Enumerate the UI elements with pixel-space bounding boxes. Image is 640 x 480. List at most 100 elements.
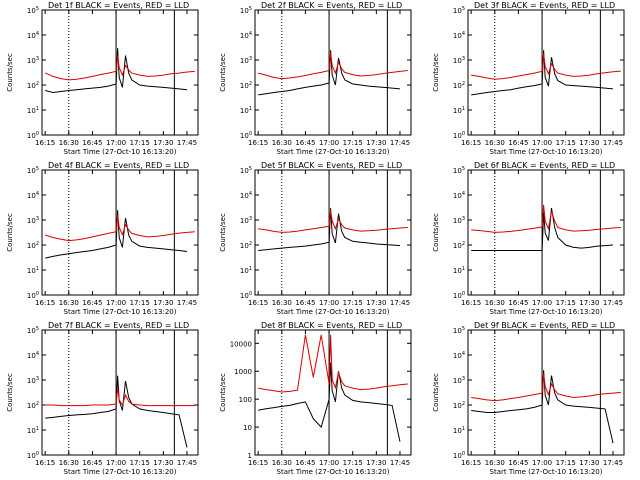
y-axis-label: Counts/sec	[219, 213, 227, 252]
y-tick-exponent: 2	[36, 401, 39, 407]
series-events-line	[45, 48, 188, 94]
y-tick-exponent: 4	[462, 351, 465, 357]
y-tick-exponent: 3	[249, 216, 252, 222]
x-tick-label: 17:00	[106, 139, 126, 147]
x-tick-label: 17:45	[177, 299, 197, 307]
y-tick-label: 100	[240, 131, 252, 140]
y-tick-exponent: 5	[462, 6, 465, 12]
y-tick-label: 103	[453, 216, 465, 225]
panel-title: Det 5f BLACK = Events, RED = LLD	[261, 161, 402, 170]
y-tick-label: 102	[27, 401, 39, 410]
x-tick-label: 16:30	[59, 459, 79, 467]
panel-2: Det 2f BLACK = Events, RED = LLD10010110…	[219, 1, 412, 156]
y-tick-exponent: 5	[36, 6, 39, 12]
y-tick-exponent: 3	[462, 56, 465, 62]
x-tick-label: 17:30	[153, 139, 173, 147]
panel-9: Det 9f BLACK = Events, RED = LLD10010110…	[432, 321, 625, 476]
y-tick-label: 105	[240, 6, 252, 15]
x-tick-label: 17:15	[130, 299, 150, 307]
x-tick-label: 17:30	[366, 139, 386, 147]
panel-title: Det 7f BLACK = Events, RED = LLD	[48, 321, 189, 330]
y-tick-label: 101	[240, 106, 252, 115]
panel-7: Det 7f BLACK = Events, RED = LLD10010110…	[6, 321, 199, 476]
y-tick-label: 101	[453, 426, 465, 435]
series-lld-line	[258, 52, 408, 80]
y-tick-label: 103	[27, 56, 39, 65]
y-tick-label: 10	[243, 424, 252, 432]
plot-frame	[41, 9, 199, 136]
x-axis-label: Start Time (27-Oct-10 16:13:20)	[64, 308, 177, 316]
panel-6: Det 6f BLACK = Events, RED = LLD10010110…	[432, 161, 625, 316]
x-tick-label: 17:00	[532, 139, 552, 147]
x-tick-label: 17:15	[556, 299, 576, 307]
y-tick-label: 104	[27, 31, 39, 40]
y-tick-exponent: 4	[36, 351, 39, 357]
series-lld-line	[45, 55, 195, 81]
y-tick-label: 100	[27, 291, 39, 300]
y-tick-exponent: 3	[36, 216, 39, 222]
y-tick-label: 103	[27, 216, 39, 225]
x-tick-label: 17:45	[390, 299, 410, 307]
x-tick-label: 16:15	[35, 139, 55, 147]
x-tick-label: 17:45	[390, 139, 410, 147]
y-tick-label: 100	[453, 291, 465, 300]
x-tick-label: 17:45	[177, 459, 197, 467]
x-tick-label: 16:30	[485, 139, 505, 147]
y-tick-exponent: 0	[462, 451, 465, 457]
y-tick-label: 105	[453, 166, 465, 175]
series-events-line	[258, 50, 401, 96]
series-events-line	[45, 210, 188, 259]
y-tick-label: 103	[240, 56, 252, 65]
x-tick-label: 16:45	[82, 299, 102, 307]
y-tick-exponent: 1	[249, 106, 252, 112]
y-tick-label: 100	[27, 451, 39, 460]
panel-5: Det 5f BLACK = Events, RED = LLD10010110…	[219, 161, 412, 316]
panel-4: Det 4f BLACK = Events, RED = LLD10010110…	[6, 161, 199, 316]
x-tick-label: 16:15	[461, 139, 481, 147]
x-tick-label: 17:30	[366, 459, 386, 467]
y-tick-label: 101	[27, 106, 39, 115]
y-tick-exponent: 5	[462, 166, 465, 172]
y-tick-label: 104	[27, 351, 39, 360]
y-tick-label: 102	[240, 241, 252, 250]
y-tick-exponent: 4	[249, 191, 252, 197]
y-tick-exponent: 1	[36, 426, 39, 432]
x-tick-label: 16:15	[248, 299, 268, 307]
y-tick-exponent: 2	[249, 81, 252, 87]
y-tick-label: 10000	[230, 340, 252, 348]
panel-title: Det 3f BLACK = Events, RED = LLD	[474, 1, 615, 10]
panel-title: Det 4f BLACK = Events, RED = LLD	[48, 161, 189, 170]
y-tick-label: 103	[240, 216, 252, 225]
y-tick-label: 100	[240, 291, 252, 300]
y-tick-exponent: 1	[249, 266, 252, 272]
y-tick-exponent: 0	[36, 131, 39, 137]
y-tick-exponent: 0	[36, 451, 39, 457]
y-tick-label: 104	[27, 191, 39, 200]
y-tick-label: 104	[240, 31, 252, 40]
x-tick-label: 17:30	[579, 139, 599, 147]
x-tick-label: 16:45	[295, 299, 315, 307]
x-axis-label: Start Time (27-Oct-10 16:13:20)	[277, 148, 390, 156]
y-tick-label: 104	[453, 191, 465, 200]
x-tick-label: 17:15	[130, 459, 150, 467]
x-tick-label: 17:00	[319, 299, 339, 307]
y-tick-exponent: 4	[249, 31, 252, 37]
plot-frame	[254, 329, 412, 456]
x-tick-label: 17:15	[556, 459, 576, 467]
x-tick-label: 16:15	[461, 459, 481, 467]
panel-title: Det 6f BLACK = Events, RED = LLD	[474, 161, 615, 170]
plot-frame	[254, 9, 412, 136]
y-tick-exponent: 5	[249, 166, 252, 172]
y-tick-exponent: 0	[249, 291, 252, 297]
y-axis-label: Counts/sec	[219, 373, 227, 412]
x-tick-label: 17:15	[556, 139, 576, 147]
y-tick-label: 100	[27, 131, 39, 140]
x-tick-label: 16:30	[272, 299, 292, 307]
x-axis-label: Start Time (27-Oct-10 16:13:20)	[277, 308, 390, 316]
y-tick-exponent: 5	[462, 326, 465, 332]
y-tick-exponent: 1	[36, 106, 39, 112]
panel-1: Det 1f BLACK = Events, RED = LLD10010110…	[6, 1, 199, 156]
y-axis-label: Counts/sec	[432, 53, 440, 92]
x-axis-label: Start Time (27-Oct-10 16:13:20)	[64, 468, 177, 476]
y-tick-exponent: 5	[36, 326, 39, 332]
